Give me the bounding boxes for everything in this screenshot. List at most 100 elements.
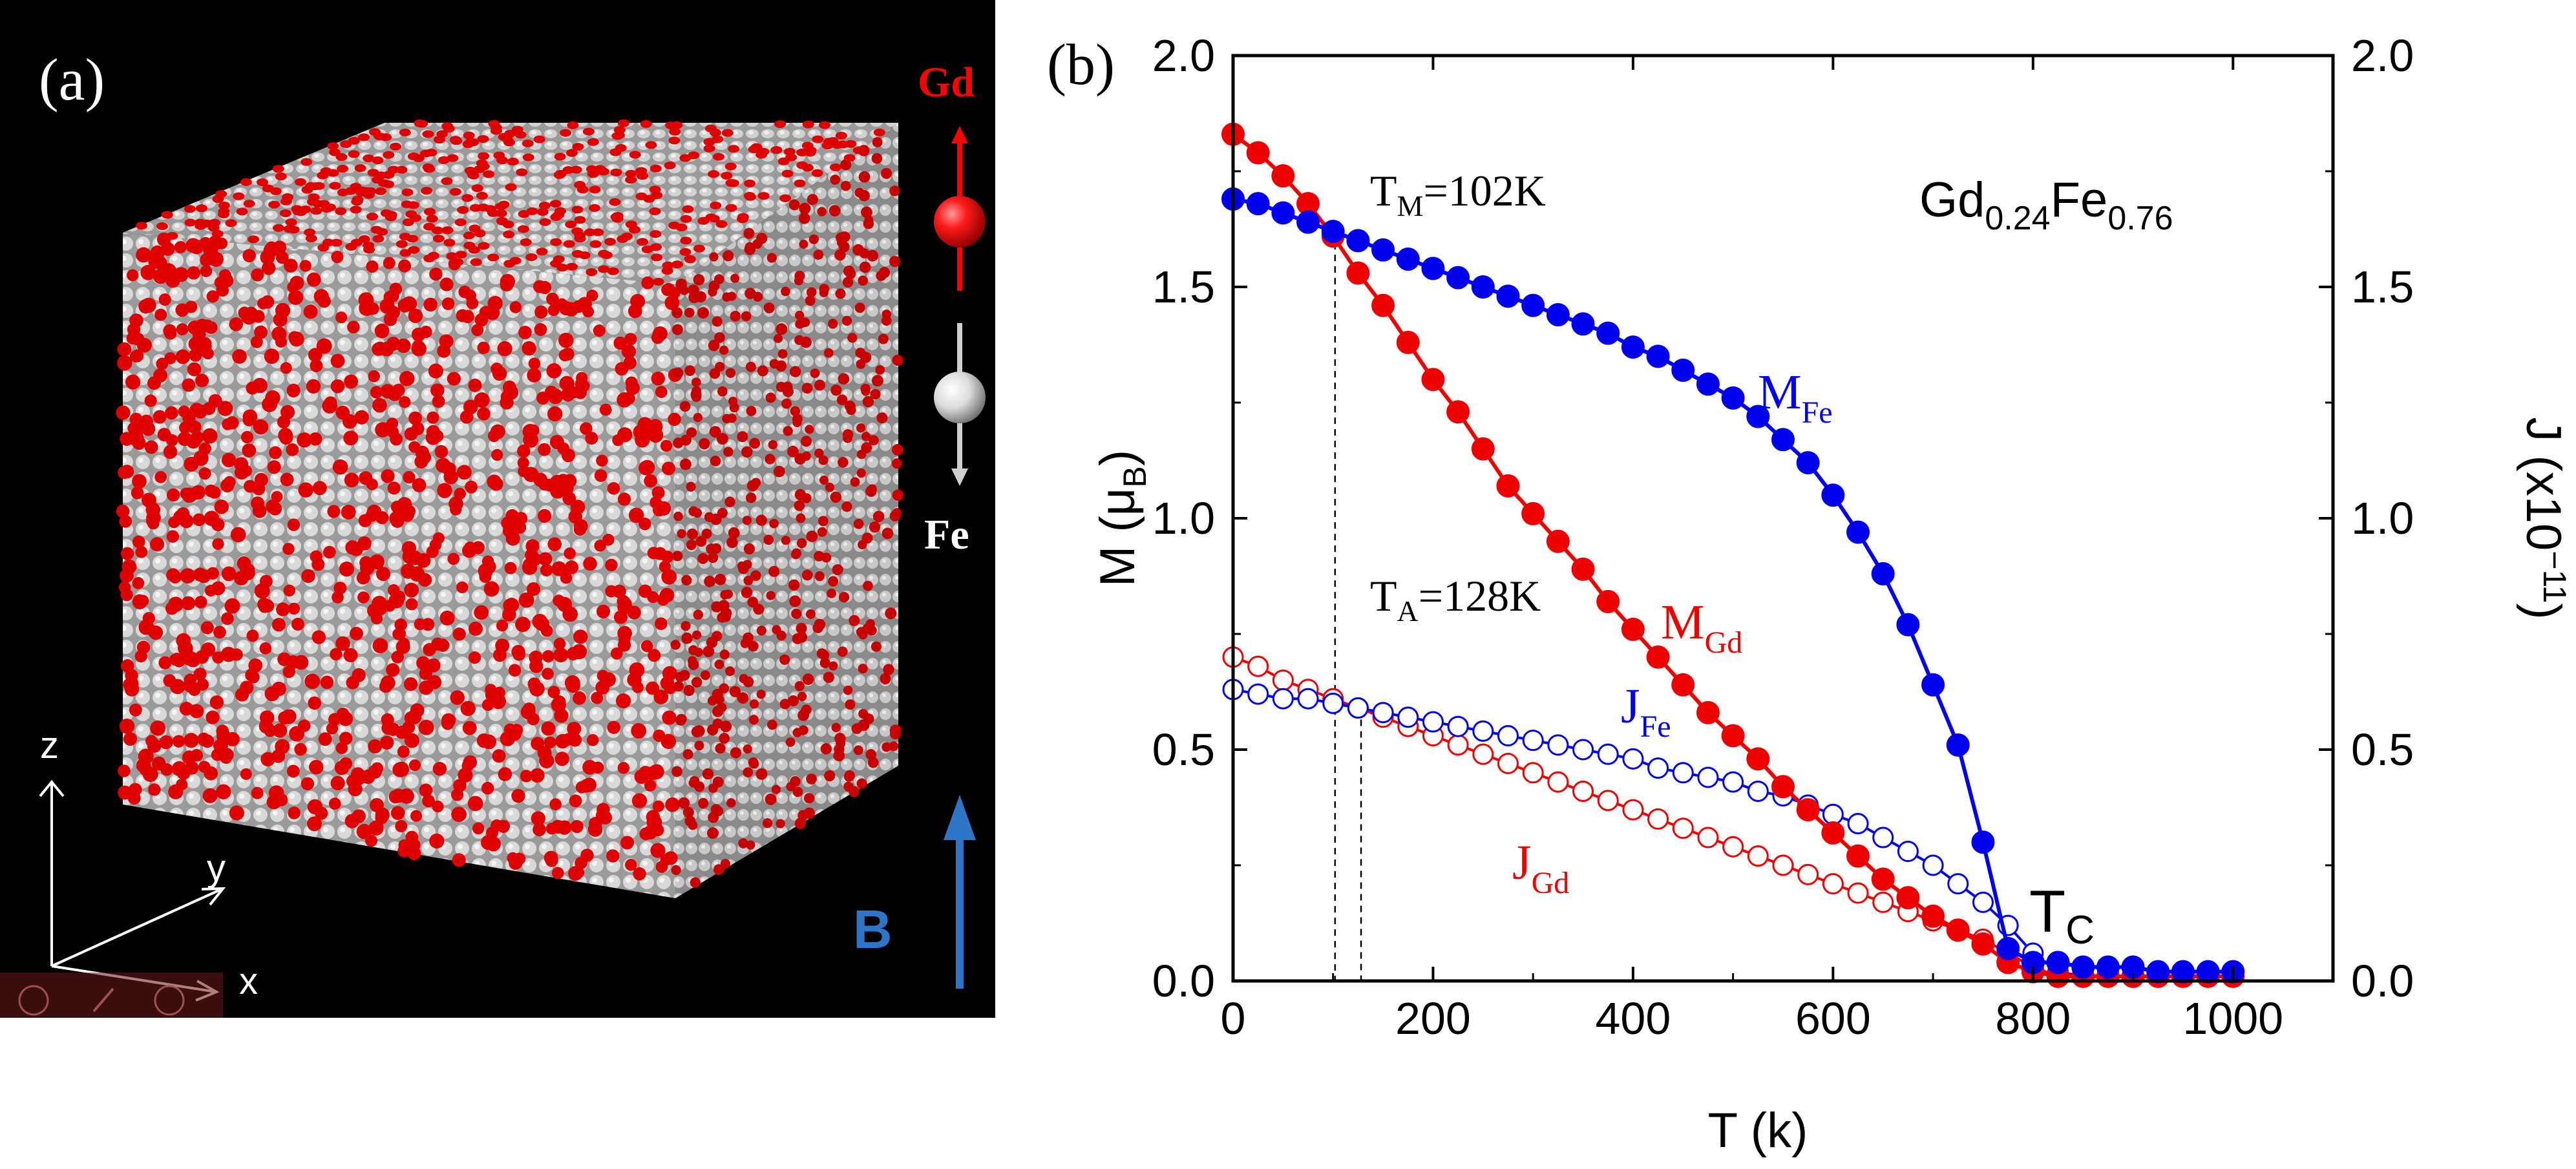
- gd-atom: [756, 626, 766, 636]
- gd-atom: [768, 565, 780, 577]
- gd-atom: [718, 600, 730, 611]
- gd-atom: [545, 823, 558, 835]
- gd-atom: [796, 538, 807, 549]
- gd-atom: [392, 383, 405, 397]
- gd-atom: [443, 238, 456, 247]
- gd-atom: [717, 702, 727, 713]
- gd-atom: [153, 255, 167, 270]
- gd-atom: [202, 428, 218, 444]
- gd-atom: [394, 761, 410, 777]
- gd-atom: [811, 169, 823, 177]
- gd-atom: [648, 427, 664, 443]
- gd-atom: [582, 127, 595, 136]
- gd-atom: [419, 149, 432, 158]
- gd-atom: [580, 422, 593, 436]
- gd-atom: [166, 530, 180, 543]
- gd-atom: [575, 856, 587, 870]
- gd-atom: [454, 487, 466, 500]
- gd-atom: [230, 648, 243, 661]
- gd-atom: [697, 307, 710, 319]
- gd-atom: [651, 372, 665, 386]
- gd-atom: [298, 482, 313, 498]
- gd-atom: [469, 651, 481, 664]
- gd-atom: [418, 719, 434, 735]
- gd-atom: [574, 231, 586, 240]
- gd-atom: [217, 401, 233, 416]
- gd-atom: [861, 386, 871, 396]
- gd-atom: [668, 221, 681, 229]
- gd-atom: [372, 397, 387, 413]
- x-axis-title: T (k): [1708, 1103, 1808, 1158]
- gd-atom: [755, 768, 768, 780]
- gd-atom: [335, 153, 348, 161]
- gd-atom: [659, 560, 671, 573]
- gd-atom: [796, 149, 808, 157]
- gd-atom: [788, 579, 800, 591]
- gd-atom: [493, 648, 507, 662]
- gd-atom: [714, 274, 724, 284]
- gd-atom: [729, 686, 741, 697]
- gd-atom: [890, 728, 901, 740]
- gd-atom: [244, 306, 258, 321]
- gd-atom: [623, 356, 637, 370]
- gd-atom: [287, 518, 301, 531]
- gd-atom: [399, 249, 412, 257]
- gd-atom: [129, 350, 142, 363]
- gd-atom: [522, 153, 534, 162]
- point-J_Fe: [1722, 771, 1744, 793]
- gd-atom: [502, 607, 516, 622]
- gd-atom: [723, 250, 734, 262]
- point-M_Fe: [1921, 673, 1945, 697]
- gd-atom: [129, 703, 142, 717]
- gd-atom: [560, 572, 573, 584]
- gd-atom: [551, 561, 567, 576]
- gd-atom: [598, 810, 613, 825]
- gd-atom: [562, 166, 575, 174]
- gd-atom: [741, 587, 753, 598]
- gd-atom: [834, 249, 846, 261]
- gd-atom: [328, 797, 341, 810]
- gd-atom: [515, 616, 531, 633]
- gd-atom: [755, 151, 768, 159]
- gd-atom: [372, 235, 385, 243]
- point-M_Fe: [1746, 405, 1770, 428]
- gd-atom: [539, 218, 551, 226]
- gd-atom: [589, 185, 601, 194]
- gd-atom: [582, 306, 595, 318]
- gd-atom: [221, 612, 234, 626]
- gd-atom: [283, 225, 295, 233]
- gd-atom: [198, 442, 211, 455]
- gd-atom: [304, 228, 316, 237]
- gd-atom: [628, 304, 642, 319]
- gd-atom: [650, 843, 666, 858]
- gd-atom: [500, 390, 514, 403]
- gd-atom: [488, 120, 500, 128]
- gd-atom: [220, 752, 233, 764]
- gd-atom: [218, 201, 230, 209]
- gd-atom: [496, 819, 511, 833]
- gd-atom: [507, 158, 519, 166]
- gd-atom: [557, 820, 572, 835]
- gd-atom: [179, 421, 191, 434]
- gd-atom: [854, 302, 865, 313]
- gd-atom: [823, 348, 834, 358]
- gd-atom: [240, 430, 254, 444]
- gd-atom: [117, 355, 132, 371]
- gd-atom: [204, 484, 218, 498]
- gd-atom: [427, 251, 439, 260]
- gd-atom: [368, 739, 383, 753]
- gd-atom: [370, 612, 383, 625]
- gd-atom: [743, 767, 753, 777]
- gd-atom: [537, 509, 552, 523]
- gd-atom: [766, 253, 777, 263]
- gd-atom: [646, 681, 659, 695]
- gd-atom: [472, 822, 485, 835]
- gd-atom: [350, 205, 362, 214]
- gd-atom: [516, 168, 528, 176]
- gd-atom: [870, 388, 881, 400]
- gd-atom: [429, 539, 442, 551]
- gd-atom: [838, 457, 849, 468]
- gd-atom: [358, 235, 370, 244]
- gd-atom: [406, 235, 419, 243]
- gd-atom: [742, 516, 752, 525]
